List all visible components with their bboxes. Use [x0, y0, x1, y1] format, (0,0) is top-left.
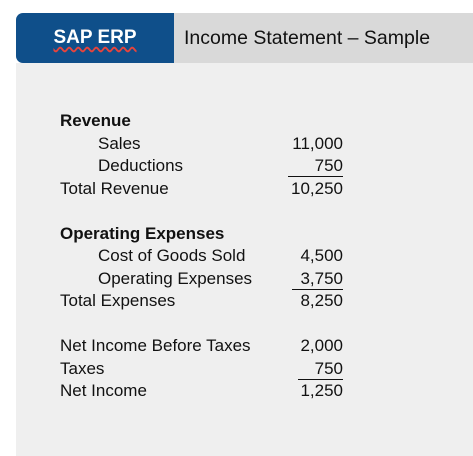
sales-value: 11,000 [292, 134, 343, 153]
revenue-heading-row: Revenue [16, 111, 473, 134]
page-title-label: Income Statement – Sample [184, 26, 431, 49]
total-expenses-value: 8,250 [300, 291, 343, 310]
operating-expenses-value: 3,750 [292, 269, 343, 290]
total-expenses-row: Total Expenses 8,250 [16, 291, 473, 314]
cogs-row: Cost of Goods Sold 4,500 [16, 246, 473, 269]
net-income-row: Net Income 1,250 [16, 381, 473, 404]
revenue-heading: Revenue [60, 111, 131, 130]
income-statement-panel: Revenue Sales 11,000 Deductions 750 Tota… [16, 63, 473, 456]
tab-sap-erp[interactable]: SAP ERP [16, 13, 174, 63]
total-expenses-label: Total Expenses [60, 291, 176, 310]
total-revenue-value: 10,250 [291, 179, 343, 198]
net-income-label: Net Income [60, 381, 147, 400]
deductions-value: 750 [287, 156, 343, 177]
opex-heading: Operating Expenses [60, 224, 225, 243]
sales-row: Sales 11,000 [16, 134, 473, 157]
net-income-value: 1,250 [300, 381, 343, 400]
taxes-label: Taxes [60, 359, 105, 378]
deductions-row: Deductions 750 [16, 156, 473, 179]
sales-label: Sales [98, 134, 141, 153]
deductions-label: Deductions [98, 156, 184, 175]
taxes-row: Taxes 750 [16, 359, 473, 382]
total-revenue-row: Total Revenue 10,250 [16, 179, 473, 202]
operating-expenses-label: Operating Expenses [98, 269, 253, 288]
total-revenue-label: Total Revenue [60, 179, 169, 198]
taxes-value: 750 [297, 359, 343, 380]
page-title: Income Statement – Sample [174, 13, 473, 63]
net-income-before-taxes-row: Net Income Before Taxes 2,000 [16, 336, 473, 359]
operating-expenses-row: Operating Expenses 3,750 [16, 269, 473, 292]
net-income-before-taxes-value: 2,000 [300, 336, 343, 355]
cogs-value: 4,500 [300, 246, 343, 265]
cogs-label: Cost of Goods Sold [98, 246, 246, 265]
net-income-before-taxes-label: Net Income Before Taxes [60, 336, 251, 355]
opex-heading-row: Operating Expenses [16, 224, 473, 247]
brand-label: SAP ERP [53, 27, 137, 48]
